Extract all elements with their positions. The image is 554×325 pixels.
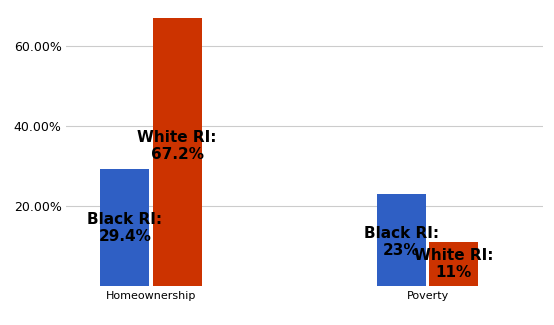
- Bar: [429, 242, 478, 286]
- Text: Black RI:
29.4%: Black RI: 29.4%: [88, 212, 162, 244]
- Text: White RI:
11%: White RI: 11%: [414, 248, 494, 280]
- Bar: [100, 169, 150, 286]
- Bar: [152, 18, 202, 286]
- Text: Black RI:
23%: Black RI: 23%: [364, 226, 439, 258]
- Bar: [377, 194, 426, 286]
- Text: White RI:
67.2%: White RI: 67.2%: [137, 130, 217, 162]
